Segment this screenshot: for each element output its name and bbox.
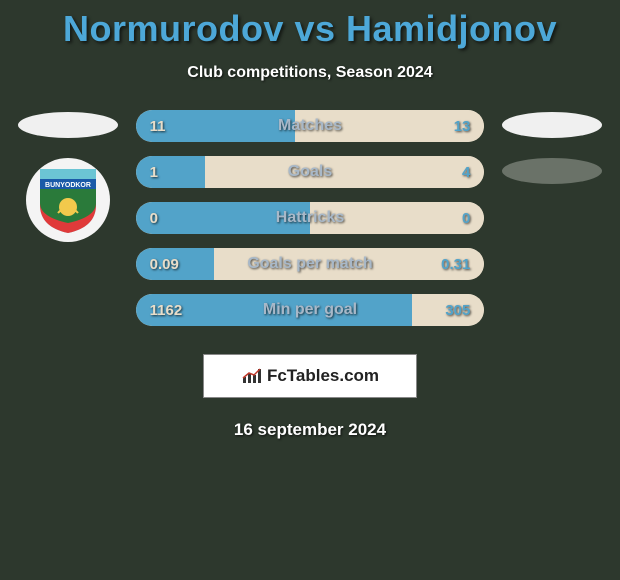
stat-bar: 11 13 Matches bbox=[136, 110, 485, 142]
stat-bar: 1162 305 Min per goal bbox=[136, 294, 485, 326]
player1-name: Normurodov bbox=[63, 8, 284, 49]
player2-name: Hamidjonov bbox=[346, 8, 557, 49]
left-column: BUNYODKOR bbox=[0, 110, 136, 242]
stat-right-value: 305 bbox=[445, 302, 470, 319]
stat-bars: 11 13 Matches 1 4 Goals 0 0 Hattricks 0.09 0.31 Goa… bbox=[136, 110, 485, 326]
stat-label: Goals per match bbox=[247, 255, 372, 273]
stat-right-value: 4 bbox=[462, 164, 470, 181]
stat-left-value: 11 bbox=[150, 118, 166, 135]
badge-text: BUNYODKOR bbox=[45, 182, 91, 189]
player1-placeholder-icon bbox=[18, 112, 118, 138]
main-row: BUNYODKOR 1113Matches14Goals00Hattricks0… bbox=[0, 110, 620, 326]
player2-placeholder-icon bbox=[502, 112, 602, 138]
stat-bar: 0 0 Hattricks bbox=[136, 202, 485, 234]
stat-right-value: 0.31 bbox=[441, 256, 470, 273]
player2-club-placeholder-icon bbox=[502, 158, 602, 184]
source-logo: FcTables.com bbox=[203, 354, 417, 398]
stat-label: Matches bbox=[278, 117, 342, 135]
subtitle: Club competitions, Season 2024 bbox=[0, 64, 620, 82]
shield-icon: BUNYODKOR bbox=[36, 165, 100, 235]
stat-right-value: 13 bbox=[454, 118, 471, 135]
stat-left-value: 0 bbox=[150, 210, 158, 227]
vs-text: vs bbox=[294, 8, 335, 49]
stat-label: Goals bbox=[288, 163, 332, 181]
stat-left-value: 0.09 bbox=[150, 256, 179, 273]
comparison-title: Normurodov vs Hamidjonov bbox=[0, 8, 620, 50]
date-text: 16 september 2024 bbox=[0, 420, 620, 440]
stat-bar-left-fill bbox=[136, 156, 206, 188]
stat-left-value: 1 bbox=[150, 164, 158, 181]
stat-label: Hattricks bbox=[276, 209, 344, 227]
stat-label: Min per goal bbox=[263, 301, 357, 319]
right-column bbox=[484, 110, 620, 184]
stat-bar: 0.09 0.31 Goals per match bbox=[136, 248, 485, 280]
stat-right-value: 0 bbox=[462, 210, 470, 227]
bar-chart-icon bbox=[241, 367, 263, 385]
stat-left-value: 1162 bbox=[150, 302, 183, 319]
stat-bar-right-fill bbox=[205, 156, 484, 188]
logo-text: FcTables.com bbox=[267, 366, 379, 386]
stat-bar: 1 4 Goals bbox=[136, 156, 485, 188]
player1-club-badge: BUNYODKOR bbox=[26, 158, 110, 242]
